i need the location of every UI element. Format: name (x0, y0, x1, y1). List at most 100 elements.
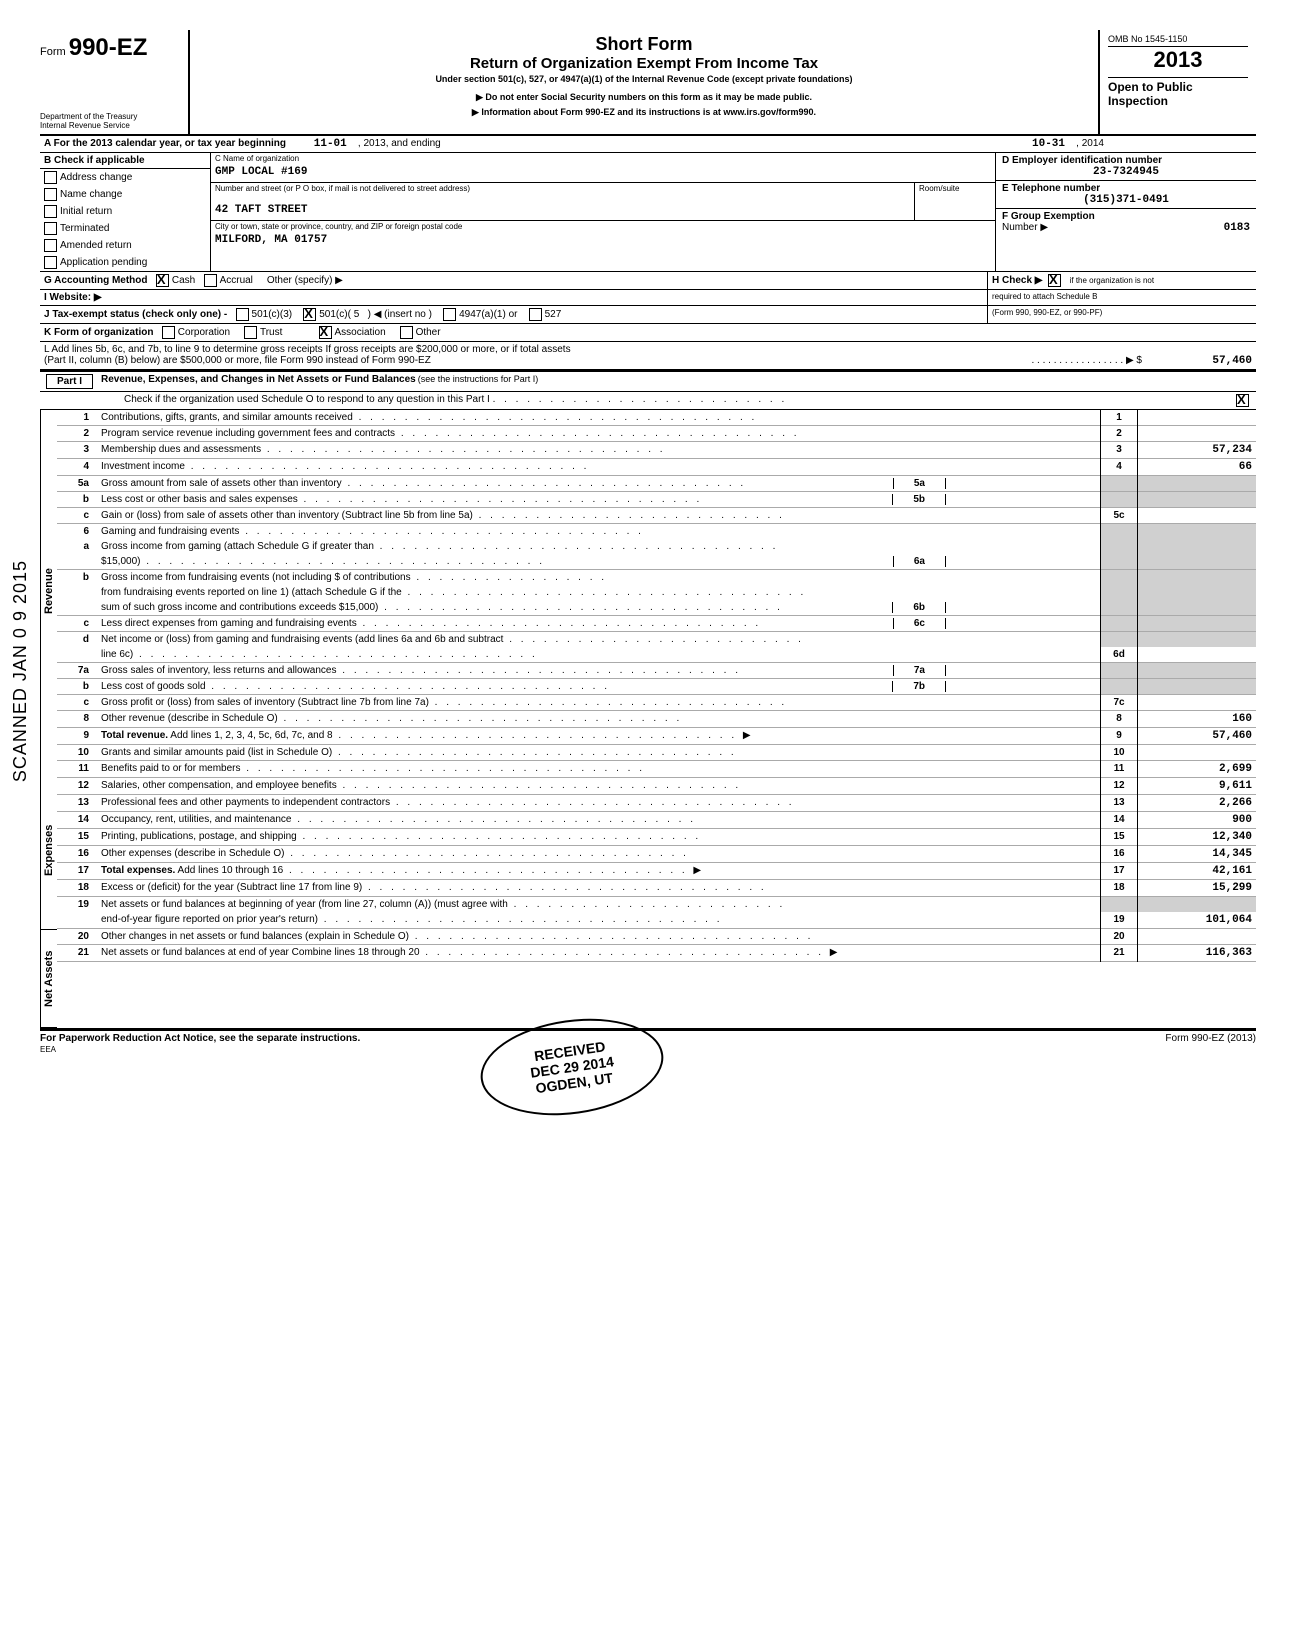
checkbox-terminated[interactable] (44, 222, 57, 235)
h-text: if the organization is not (1070, 276, 1155, 285)
line-amount (1138, 410, 1257, 426)
dots: . . . . . . . . . . . . . . . . . . . . … (291, 814, 695, 825)
line-amount (1138, 508, 1257, 524)
checkbox-accrual[interactable] (204, 274, 217, 287)
line-box-number (1101, 492, 1138, 508)
dots: . . . . . . . . . . . . . . . . . . . . … (357, 618, 761, 629)
part1-check-text: Check if the organization used Schedule … (124, 394, 490, 405)
checkbox-trust[interactable] (244, 326, 257, 339)
line-box-number: 7c (1101, 695, 1138, 711)
checkbox-schedule-b[interactable] (1048, 274, 1061, 287)
i-label: I Website: ▶ (44, 292, 102, 303)
checkbox-name-change[interactable] (44, 188, 57, 201)
dots: . . . . . . . . . . . . . . . . . . . . … (297, 831, 701, 842)
org-city: MILFORD, MA 01757 (211, 232, 995, 250)
block-b: B Check if applicable Address change Nam… (40, 153, 211, 271)
line-text: Other changes in net assets or fund bala… (97, 929, 1101, 945)
checkbox-cash[interactable] (156, 274, 169, 287)
footer: For Paperwork Reduction Act Notice, see … (40, 1030, 1256, 1055)
checkbox-amended[interactable] (44, 239, 57, 252)
line-row: 12Salaries, other compensation, and empl… (57, 778, 1256, 795)
checkbox-other-org[interactable] (400, 326, 413, 339)
line-box-number: 20 (1101, 929, 1138, 945)
form-number: Form 990-EZ (40, 34, 180, 62)
line-row: bLess cost of goods sold . . . . . . . .… (57, 679, 1256, 695)
opt-amended: Amended return (60, 240, 132, 251)
opt-corp: Corporation (178, 327, 230, 338)
opt-other-method: Other (specify) ▶ (267, 275, 343, 286)
line-amount: 900 (1138, 812, 1257, 829)
checkbox-501c3[interactable] (236, 308, 249, 321)
line-text: Other revenue (describe in Schedule O) .… (97, 711, 1101, 728)
c-addr-label: Number and street (or P O box, if mail i… (211, 183, 914, 194)
line-row: 5aGross amount from sale of assets other… (57, 476, 1256, 492)
line-row: 16Other expenses (describe in Schedule O… (57, 846, 1256, 863)
line-row: 2Program service revenue including gover… (57, 426, 1256, 442)
opt-trust: Trust (260, 327, 282, 338)
line-row: end-of-year figure reported on prior yea… (57, 912, 1256, 929)
line-amount: 2,699 (1138, 761, 1257, 778)
line-text: Net income or (loss) from gaming and fun… (97, 632, 1101, 648)
line-row: 18Excess or (deficit) for the year (Subt… (57, 880, 1256, 897)
dots: . . . . . . . . . . . . . . . . . . . . … (333, 730, 754, 741)
note-ssn: ▶ Do not enter Social Security numbers o… (202, 92, 1086, 103)
opt-cash: Cash (172, 275, 195, 286)
section-expenses: Expenses (40, 772, 57, 930)
part1-heading: Revenue, Expenses, and Changes in Net As… (101, 374, 416, 389)
line-box-number (1101, 585, 1138, 600)
line-row: 3Membership dues and assessments . . . .… (57, 442, 1256, 459)
title-return: Return of Organization Exempt From Incom… (202, 55, 1086, 72)
line-amount (1138, 476, 1257, 492)
dots: . . . . . . . . . . . . . . . . . (411, 572, 607, 583)
checkbox-address-change[interactable] (44, 171, 57, 184)
checkbox-4947[interactable] (443, 308, 456, 321)
irs-label: Internal Revenue Service (40, 121, 180, 130)
year-begin: 11-01 (314, 138, 347, 150)
line-text: Salaries, other compensation, and employ… (97, 778, 1101, 795)
line-text: Gross income from gaming (attach Schedul… (97, 539, 1101, 554)
line-box-number: 5c (1101, 508, 1138, 524)
line-box-number: 15 (1101, 829, 1138, 846)
line-text: Net assets or fund balances at beginning… (97, 897, 1101, 913)
line-row: 17Total expenses. Add lines 10 through 1… (57, 863, 1256, 880)
checkbox-assoc[interactable] (319, 326, 332, 339)
line-row: bLess cost or other basis and sales expe… (57, 492, 1256, 508)
checkbox-schedule-o[interactable] (1236, 394, 1249, 407)
line-box-number: 3 (1101, 442, 1138, 459)
line-box-number: 14 (1101, 812, 1138, 829)
line-a: A For the 2013 calendar year, or tax yea… (40, 136, 1256, 153)
line-amount: 160 (1138, 711, 1257, 728)
dots: . . . . . . . . . . . . . . . . . . . . … (133, 649, 537, 660)
checkbox-corp[interactable] (162, 326, 175, 339)
opt-501c: 501(c)( 5 (319, 309, 359, 320)
line-i: I Website: ▶ required to attach Schedule… (40, 290, 1256, 306)
line-amount: 15,299 (1138, 880, 1257, 897)
line-box-number (1101, 524, 1138, 540)
line-box-number (1101, 476, 1138, 492)
open-public: Open to Public (1108, 80, 1248, 94)
dots: . . . . . . . . . . . . . . . . . . . . … (508, 899, 785, 910)
l-dots: . . . . . . . . . . . . . . . . . ▶ $ (1032, 355, 1143, 366)
checkbox-app-pending[interactable] (44, 256, 57, 269)
b-label: B Check if applicable (44, 155, 145, 166)
dots: . . . . . . . . . . . . . . . . . . . . … (429, 697, 787, 708)
opt-initial-return: Initial return (60, 206, 112, 217)
dots: . . . . . . . . . . . . . . . . . . . . … (503, 634, 803, 645)
line-box-number (1101, 632, 1138, 648)
line-text: Gross income from fundraising events (no… (97, 570, 1101, 586)
line-text: Total expenses. Add lines 10 through 16 … (97, 863, 1101, 880)
line-row: 6Gaming and fundraising events . . . . .… (57, 524, 1256, 540)
line-amount: 12,340 (1138, 829, 1257, 846)
checkbox-527[interactable] (529, 308, 542, 321)
omb-number: OMB No 1545-1150 (1108, 34, 1248, 47)
dots: . . . . . . . . . . . . . . . . . . . . … (283, 865, 704, 876)
g-label: G Accounting Method (44, 275, 148, 286)
line-row: from fundraising events reported on line… (57, 585, 1256, 600)
dots: . . . . . . . . . . . . . . . . . . . . … (278, 713, 682, 724)
checkbox-initial-return[interactable] (44, 205, 57, 218)
c-room-label: Room/suite (915, 183, 995, 194)
line-row: bGross income from fundraising events (n… (57, 570, 1256, 586)
checkbox-501c[interactable] (303, 308, 316, 321)
dots: . . . . . . . . . . . . . . . . . . . . … (337, 780, 741, 791)
lines-table: 1Contributions, gifts, grants, and simil… (57, 410, 1256, 962)
